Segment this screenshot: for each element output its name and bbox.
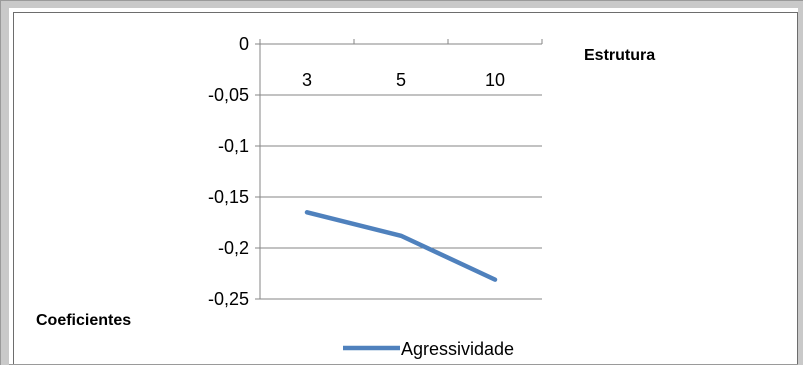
x-tick-label: 5 [396, 70, 406, 90]
y-tick-label: 0 [239, 34, 249, 54]
y-tick-label: -0,15 [208, 187, 249, 207]
chart-area [13, 12, 798, 364]
x-axis-title: Estrutura [584, 47, 655, 64]
y-tick-label: -0,1 [218, 136, 249, 156]
series-lines [304, 210, 498, 282]
x-tick-label: 10 [485, 70, 505, 90]
legend: Agressividade [343, 339, 514, 359]
legend-label: Agressividade [401, 339, 514, 359]
y-tick-label: -0,2 [218, 238, 249, 258]
tick-labels: 0 -0,05 -0,1 -0,15 -0,2 -0,25 3 5 10 [208, 34, 505, 309]
x-tick-label: 3 [302, 70, 312, 90]
y-tick-label: -0,05 [208, 85, 249, 105]
y-axis-title: Coeficientes [36, 312, 131, 329]
series-line [304, 210, 498, 282]
y-tick-label: -0,25 [208, 289, 249, 309]
gridlines [260, 94, 542, 300]
axes [255, 39, 543, 300]
